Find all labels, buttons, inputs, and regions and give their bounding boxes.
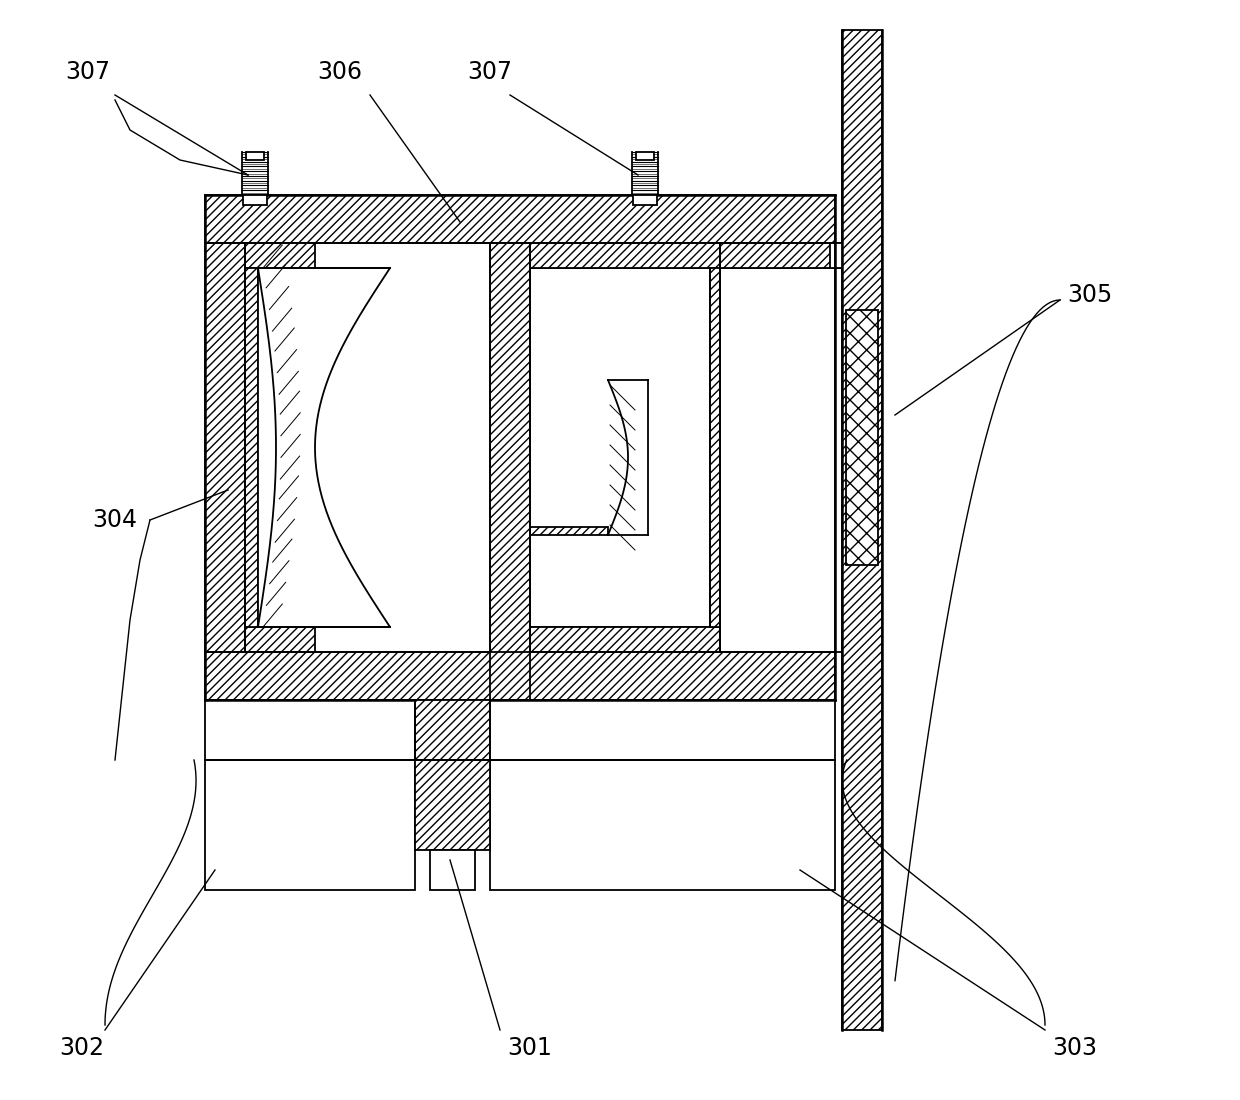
Bar (258, 268, 391, 627)
Bar (205, 195, 835, 243)
Bar (246, 243, 315, 268)
Text: 307: 307 (467, 60, 512, 84)
Bar (636, 152, 653, 160)
Bar (720, 268, 842, 652)
Text: 304: 304 (93, 508, 138, 532)
Bar (415, 760, 490, 850)
Bar (529, 243, 720, 268)
Text: 301: 301 (507, 1036, 553, 1060)
Bar (243, 195, 267, 205)
Text: 302: 302 (60, 1036, 104, 1060)
Bar (720, 243, 842, 268)
Text: 305: 305 (1068, 283, 1112, 307)
Text: 303: 303 (1053, 1036, 1097, 1060)
Bar (830, 243, 842, 268)
Bar (205, 243, 246, 652)
Bar (246, 152, 264, 160)
Bar (711, 268, 720, 627)
Bar (632, 195, 657, 205)
Text: 306: 306 (317, 60, 362, 84)
Bar (846, 310, 878, 565)
Bar (415, 700, 490, 760)
Bar (490, 760, 835, 890)
Bar (529, 527, 608, 535)
Bar (490, 243, 529, 700)
Bar (391, 268, 490, 627)
Bar (246, 268, 258, 627)
Text: 307: 307 (66, 60, 110, 84)
Bar (430, 850, 475, 890)
Bar (529, 627, 720, 652)
Bar (842, 30, 882, 1030)
Bar (246, 627, 315, 652)
Bar (205, 652, 835, 700)
Bar (529, 268, 711, 627)
Bar (205, 760, 415, 890)
